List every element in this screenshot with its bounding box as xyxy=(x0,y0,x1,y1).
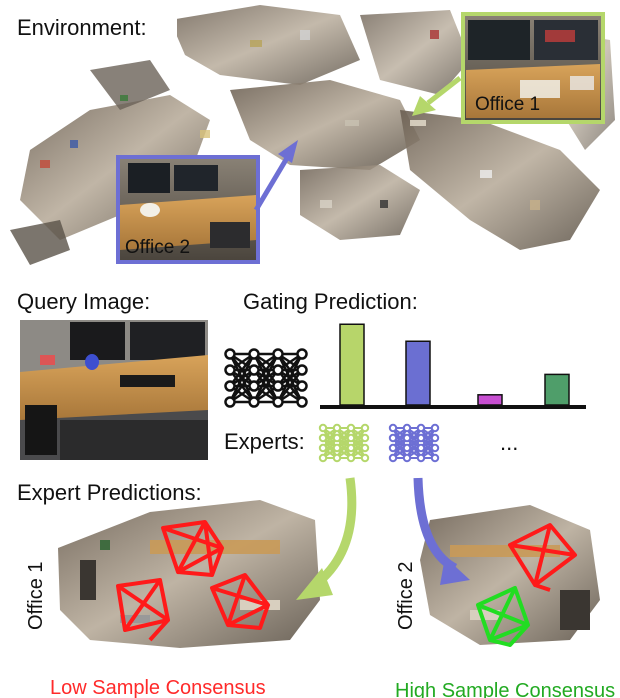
office1-inset-label: Office 1 xyxy=(475,94,540,115)
office2-side-label: Office 2 xyxy=(395,561,417,630)
low-consensus-label: Low Sample Consensus xyxy=(50,677,266,698)
expert1-arrowhead xyxy=(296,568,333,600)
camera-pose-office1-a xyxy=(161,520,224,577)
office1-inset: Office 1 xyxy=(461,12,605,124)
expert1-arrow xyxy=(312,477,357,589)
gating-prediction-label: Gating Prediction: xyxy=(243,289,418,314)
office2-arrowhead xyxy=(278,140,298,163)
gating-network-icon xyxy=(224,348,308,408)
expert2-arrowhead xyxy=(440,557,470,585)
gating-bar-3 xyxy=(477,394,503,406)
camera-pose-office1-b xyxy=(116,578,170,642)
expert-predictions-label: Expert Predictions: xyxy=(17,480,202,505)
expert-2-network-icon xyxy=(388,423,440,463)
gating-bar-chart xyxy=(339,323,570,406)
gating-bar-4 xyxy=(544,373,570,406)
office2-inset-label: Office 2 xyxy=(125,237,190,258)
experts-label: Experts: xyxy=(224,429,305,454)
camera-pose-office2-b xyxy=(476,586,530,647)
office2-point-cloud xyxy=(420,505,600,645)
expert-1-network-icon xyxy=(318,423,370,463)
query-image-label: Query Image: xyxy=(17,289,150,314)
office2-inset: Office 2 xyxy=(116,155,260,264)
high-consensus-label: High Sample Consensus xyxy=(395,680,615,698)
camera-pose-office2-a xyxy=(508,523,577,592)
camera-pose-office1-c xyxy=(210,573,270,630)
gating-bar-1 xyxy=(339,323,365,406)
office1-side-label: Office 1 xyxy=(25,561,47,630)
gating-bar-2 xyxy=(405,340,431,406)
environment-label: Environment: xyxy=(17,15,147,40)
experts-ellipsis: ... xyxy=(500,430,518,455)
office2-arrow xyxy=(253,156,290,212)
office1-arrow xyxy=(426,76,462,105)
query-image xyxy=(20,320,208,460)
office1-arrowhead xyxy=(412,96,436,116)
